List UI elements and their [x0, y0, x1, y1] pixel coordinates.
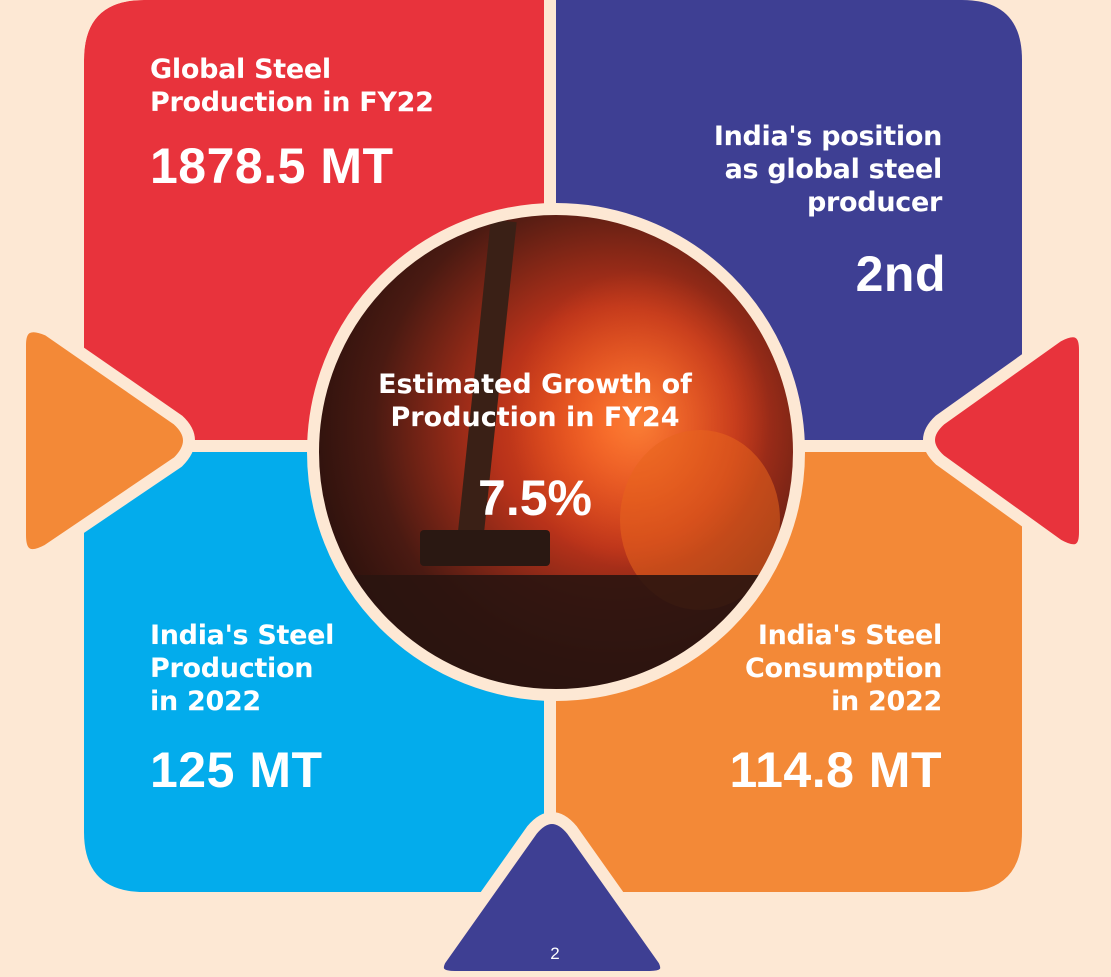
tile-india-position-value: 2nd — [855, 246, 946, 302]
label-line: Estimated Growth of — [378, 369, 692, 400]
tile-global-production-value: 1878.5 MT — [150, 138, 394, 194]
label-line: Production in FY22 — [150, 87, 434, 118]
tile-india-production-value: 125 MT — [150, 742, 323, 798]
label-line: in 2022 — [150, 686, 261, 717]
tile-india-position-label: India's position as global steel produce… — [640, 120, 942, 219]
label-line: as global steel — [724, 154, 943, 185]
right-triangle-decoration — [923, 325, 1091, 557]
center-value: 7.5% — [478, 470, 592, 526]
tile-india-consumption-label: India's Steel Consumption in 2022 — [640, 619, 942, 718]
bottom-triangle-decoration — [431, 812, 673, 977]
label-line: India's Steel — [757, 620, 942, 651]
label-line: Consumption — [745, 653, 942, 684]
label-line: producer — [807, 187, 942, 218]
label-line: Production in FY24 — [390, 402, 680, 433]
label-line: India's position — [713, 121, 942, 152]
label-line: Global Steel — [150, 54, 331, 85]
label-line: Production — [150, 653, 314, 684]
label-line: in 2022 — [831, 686, 942, 717]
label-line: India's Steel — [150, 620, 335, 651]
tile-global-production-label: Global Steel Production in FY22 — [150, 53, 434, 119]
tile-india-consumption-value: 114.8 MT — [729, 742, 942, 798]
page-number: 2 — [550, 944, 560, 963]
tile-india-production-label: India's Steel Production in 2022 — [150, 619, 334, 718]
center-label: Estimated Growth of Production in FY24 — [330, 368, 740, 434]
left-triangle-decoration — [14, 320, 195, 561]
